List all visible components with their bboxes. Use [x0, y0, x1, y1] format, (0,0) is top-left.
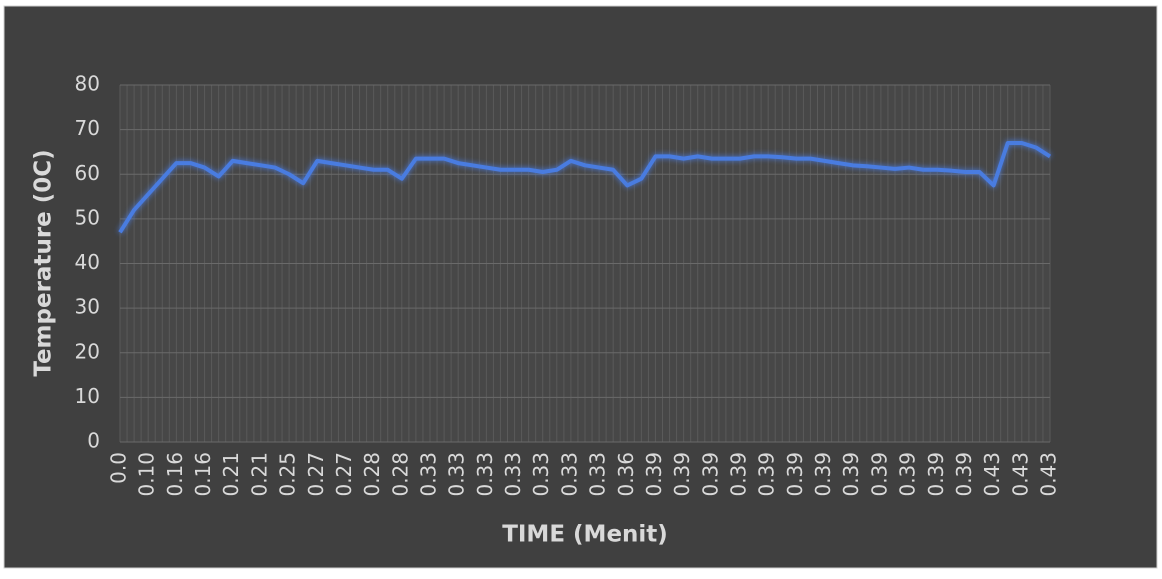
- x-tick-label: 0.25: [276, 452, 300, 497]
- y-tick-label: 40: [75, 250, 100, 274]
- x-tick-label: 0.33: [529, 452, 553, 497]
- y-tick-label: 60: [75, 161, 100, 185]
- x-tick-label: 0.27: [332, 452, 356, 497]
- x-tick-label: 0.33: [473, 452, 497, 497]
- y-axis-title: Temperature (0C): [31, 149, 57, 376]
- x-tick-label: 0.39: [755, 452, 779, 497]
- x-tick-label: 0.39: [698, 452, 722, 497]
- x-tick-label: 0.28: [388, 452, 412, 497]
- x-axis-title: TIME (Menit): [502, 522, 668, 548]
- x-tick-label: 0.33: [501, 452, 525, 497]
- y-tick-label: 70: [75, 116, 100, 140]
- x-tick-label: 0.39: [670, 452, 694, 497]
- x-tick-label: 0.21: [247, 452, 271, 497]
- y-tick-label: 20: [75, 339, 100, 363]
- x-tick-label: 0.33: [445, 452, 469, 497]
- x-tick-label: 0.33: [417, 452, 441, 497]
- x-tick-label: 0.33: [557, 452, 581, 497]
- x-tick-label: 0.28: [360, 452, 384, 497]
- x-tick-label: 0.43: [1037, 452, 1061, 497]
- x-tick-label: 0.16: [163, 452, 187, 497]
- x-tick-label: 0.33: [586, 452, 610, 497]
- x-tick-label: 0.39: [896, 452, 920, 497]
- x-tick-label: 0.27: [304, 452, 328, 497]
- x-tick-label: 0.0: [107, 452, 131, 484]
- data-line: [118, 141, 1052, 234]
- x-tick-label: 0.21: [219, 452, 243, 497]
- x-tick-label: 0.43: [1008, 452, 1032, 497]
- x-tick-label: 0.39: [952, 452, 976, 497]
- x-tick-label: 0.39: [727, 452, 751, 497]
- y-tick-label: 10: [75, 384, 100, 408]
- x-tick-label: 0.39: [811, 452, 835, 497]
- x-tick-label: 0.43: [980, 452, 1004, 497]
- x-tick-label: 0.39: [867, 452, 891, 497]
- x-tick-label: 0.39: [783, 452, 807, 497]
- x-tick-label: 0.16: [191, 452, 215, 497]
- x-tick-label: 0.39: [924, 452, 948, 497]
- y-tick-label: 50: [75, 205, 100, 229]
- x-tick-label: 0.39: [839, 452, 863, 497]
- x-tick-label: 0.10: [135, 452, 159, 497]
- x-tick-label: 0.36: [614, 452, 638, 497]
- y-tick-label: 80: [75, 72, 100, 96]
- y-tick-label: 30: [75, 295, 100, 319]
- x-tick-label: 0.39: [642, 452, 666, 497]
- y-tick-label: 0: [87, 429, 100, 453]
